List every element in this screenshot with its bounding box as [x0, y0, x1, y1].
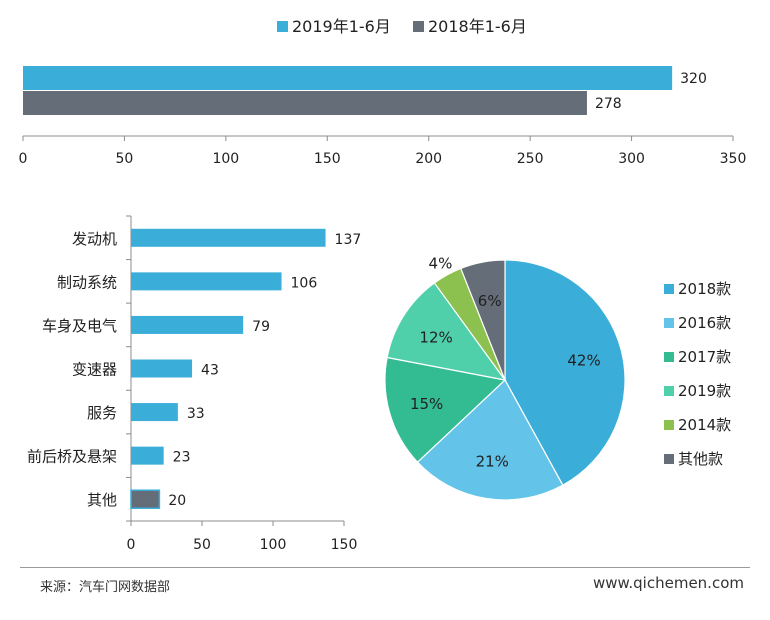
cat-label-6: 前后桥及悬架 — [27, 448, 117, 466]
top-bar-1 — [23, 66, 673, 90]
pie-legend-swatch-4 — [664, 386, 674, 396]
pie-label-1: 42% — [567, 352, 600, 370]
cat-label-2: 制动系统 — [57, 273, 117, 291]
cat-bar-value-2: 106 — [291, 275, 318, 291]
legend-label-1: 2019年1-6月 — [292, 17, 391, 36]
cat-bar-1 — [131, 228, 326, 247]
pie-label-3: 15% — [410, 395, 443, 413]
cat-x-tick-label-0: 0 — [127, 537, 136, 553]
top-x-tick-label-200: 200 — [415, 151, 442, 167]
source-note: 来源：汽车门网数据部 — [40, 580, 171, 595]
cat-bar-2 — [131, 272, 282, 291]
cat-bar-7 — [130, 489, 161, 509]
pie-legend-swatch-5 — [664, 420, 674, 430]
pie-legend-swatch-2 — [664, 318, 674, 328]
cat-bar-value-3: 79 — [252, 319, 270, 335]
cat-x-tick-label-100: 100 — [260, 537, 287, 553]
pie-legend-label-2: 2016款 — [678, 314, 731, 332]
cat-label-1: 发动机 — [72, 230, 117, 248]
top-x-tick-label-100: 100 — [212, 151, 239, 167]
pie-slice-4 — [386, 282, 507, 381]
pie-label-4: 12% — [419, 328, 452, 346]
pie-legend-label-6: 其他款 — [678, 450, 723, 468]
pie-slice-2 — [416, 379, 564, 501]
cat-bar-4 — [131, 359, 193, 378]
cat-label-7: 其他 — [87, 491, 117, 509]
pie-slice-3 — [384, 356, 507, 463]
cat-label-5: 服务 — [87, 404, 117, 422]
legend-swatch-2 — [413, 21, 424, 32]
top-bar-value-2: 278 — [595, 96, 622, 112]
top-x-tick-label-150: 150 — [314, 151, 341, 167]
cat-bar-value-7: 20 — [168, 493, 186, 509]
pie-label-6: 6% — [478, 292, 502, 310]
website-link[interactable]: www.qichemen.com — [592, 574, 744, 592]
top-x-tick-label-300: 300 — [618, 151, 645, 167]
top-x-tick-label-50: 50 — [116, 151, 134, 167]
pie-legend-label-1: 2018款 — [678, 280, 731, 298]
cat-bar-value-6: 23 — [173, 450, 191, 466]
cat-bar-5 — [131, 403, 178, 422]
top-bar-value-1: 320 — [680, 71, 707, 87]
cat-label-3: 车身及电气 — [42, 317, 117, 335]
cat-bar-value-4: 43 — [201, 363, 219, 379]
pie-legend-swatch-3 — [664, 352, 674, 362]
pie-label-2: 21% — [476, 453, 509, 471]
cat-x-tick-label-50: 50 — [193, 537, 211, 553]
top-bar-2 — [23, 91, 587, 115]
top-x-tick-label-0: 0 — [19, 151, 28, 167]
cat-bar-3 — [131, 315, 244, 334]
cat-x-tick-label-150: 150 — [331, 537, 358, 553]
pie-legend-swatch-1 — [664, 284, 674, 294]
top-x-tick-label-350: 350 — [720, 151, 747, 167]
cat-bar-value-1: 137 — [335, 232, 362, 248]
pie-legend-label-3: 2017款 — [678, 348, 731, 366]
legend-swatch-1 — [277, 21, 288, 32]
pie-slice-1 — [504, 259, 626, 486]
pie-label-5: 4% — [429, 255, 453, 273]
pie-legend-label-5: 2014款 — [678, 416, 731, 434]
cat-bar-6 — [131, 446, 164, 465]
pie-legend-swatch-6 — [664, 454, 674, 464]
top-x-tick-label-250: 250 — [517, 151, 544, 167]
pie-legend-label-4: 2019款 — [678, 382, 731, 400]
cat-label-4: 变速器 — [72, 361, 117, 379]
footer-divider — [20, 567, 750, 568]
legend-label-2: 2018年1-6月 — [428, 17, 527, 36]
cat-bar-value-5: 33 — [187, 406, 205, 422]
pie-slice-6 — [460, 259, 506, 381]
